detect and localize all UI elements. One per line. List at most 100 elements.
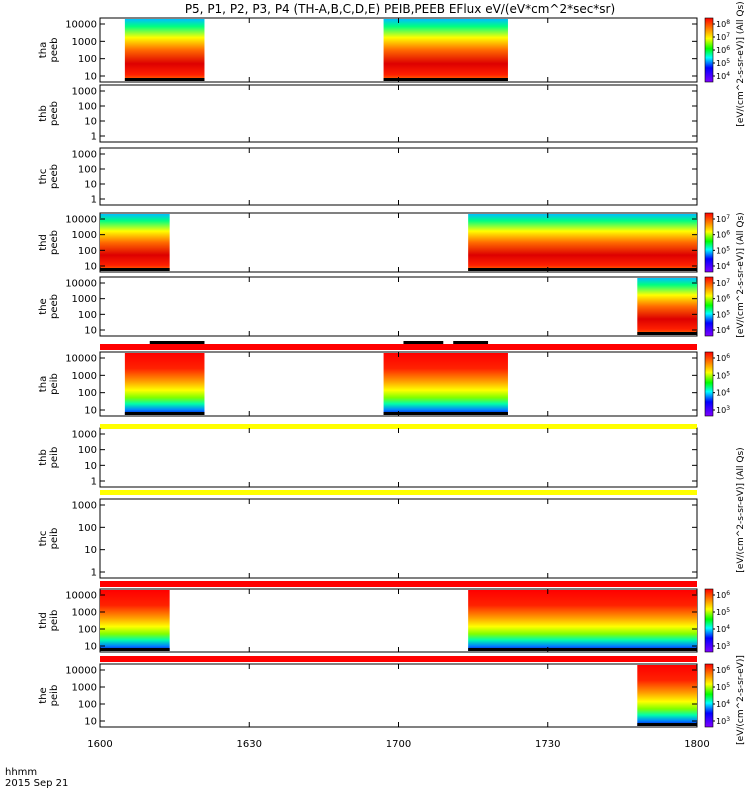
status-bar bbox=[100, 656, 697, 662]
spectrogram-block bbox=[100, 590, 170, 651]
colorbar-tick-label: 104 bbox=[716, 325, 730, 335]
colorbar-tick-label: 106 bbox=[716, 230, 730, 240]
colorbar-tick-label: 106 bbox=[716, 294, 730, 304]
y-tick-label: 100 bbox=[78, 246, 97, 257]
y-tick-label: 1 bbox=[91, 195, 97, 206]
y-tick-label: 100 bbox=[78, 310, 97, 321]
colorbar-tick-label: 106 bbox=[716, 665, 730, 675]
colorbar-tick-label: 105 bbox=[716, 607, 730, 617]
panel-frame bbox=[99, 276, 698, 337]
y-tick-label: 10 bbox=[84, 642, 97, 653]
colorbar-tick-label: 104 bbox=[716, 261, 730, 271]
y-axis-label: tha bbox=[38, 42, 49, 58]
x-tick-label: 1630 bbox=[237, 739, 262, 750]
y-tick-label: 1 bbox=[91, 132, 97, 143]
colorbar-tick-label: 103 bbox=[716, 716, 730, 726]
fill-band bbox=[124, 412, 205, 415]
colorbar-unit-label: [eV/(cm^2-s-sr-eV)] (All Qs) bbox=[736, 1, 746, 126]
colorbar-tick-label: 106 bbox=[716, 590, 730, 600]
colorbar-tick-label: 104 bbox=[716, 71, 730, 81]
colorbar-tick-label: 103 bbox=[716, 641, 730, 651]
spectrogram-block bbox=[383, 353, 508, 415]
colorbar-tick-label: 107 bbox=[716, 214, 730, 224]
y-tick-label: 10 bbox=[84, 180, 97, 191]
status-bar-fill bbox=[100, 490, 697, 495]
panel-frame bbox=[99, 427, 698, 488]
colorbar bbox=[704, 17, 714, 83]
y-axis-label: peib bbox=[49, 685, 60, 707]
y-axis-label: tha bbox=[38, 376, 49, 392]
status-mark bbox=[149, 341, 205, 344]
status-bar-fill bbox=[100, 581, 697, 587]
status-bar bbox=[100, 424, 697, 429]
panel-thc-peib: 1 10 100 1000 thc peib bbox=[38, 498, 698, 579]
spectrogram-block bbox=[100, 214, 170, 271]
status-mark bbox=[453, 341, 489, 344]
colorbar bbox=[704, 663, 714, 728]
colorbar-tick-label: 105 bbox=[716, 245, 730, 255]
panel-thd-peeb: 10 100 1000 10000 thd peeb 107 106 105 104 bbox=[38, 212, 730, 273]
panel-thb-peeb: 1 10 100 1000 thb peeb bbox=[38, 84, 698, 143]
x-tick-label: 1600 bbox=[87, 739, 112, 750]
y-tick-label: 10 bbox=[84, 72, 97, 83]
panel-the-peib: 10 100 1000 10000 the peib 106 105 104 103 bbox=[38, 663, 730, 728]
y-tick-label: 1000 bbox=[72, 608, 97, 619]
panel-thb-peib: 1 10 100 1000 thb peib bbox=[38, 427, 698, 488]
y-axis-label: thc bbox=[38, 169, 49, 185]
y-tick-label: 1 bbox=[91, 568, 97, 579]
y-tick-label: 1000 bbox=[72, 501, 97, 512]
fill-band bbox=[637, 332, 697, 335]
colorbar-tick-label: 103 bbox=[716, 405, 730, 415]
colorbar bbox=[704, 588, 714, 653]
y-tick-label: 1000 bbox=[72, 150, 97, 161]
y-tick-label: 10 bbox=[84, 717, 97, 728]
y-tick-label: 100 bbox=[78, 625, 97, 636]
panel-tha-peeb: 10 100 1000 10000 tha peeb 108 107 106 105 104 bbox=[38, 17, 730, 83]
colorbar-tick-label: 104 bbox=[716, 624, 730, 634]
status-bar bbox=[100, 341, 697, 350]
colorbar-tick-label: 105 bbox=[716, 370, 730, 380]
fill-band bbox=[468, 648, 697, 651]
status-bar bbox=[100, 581, 697, 587]
y-axis-label: peib bbox=[49, 610, 60, 632]
colorbar-tick-label: 106 bbox=[716, 353, 730, 363]
y-tick-label: 100 bbox=[78, 445, 97, 456]
y-tick-label: 1000 bbox=[72, 230, 97, 241]
y-axis-label: peib bbox=[49, 528, 60, 550]
y-tick-label: 10 bbox=[84, 461, 97, 472]
status-mark bbox=[403, 341, 444, 344]
spectrogram-block bbox=[124, 353, 205, 415]
y-tick-label: 1000 bbox=[72, 294, 97, 305]
panel-the-peeb: 10 100 1000 10000 the peeb 107 106 105 104 bbox=[38, 276, 730, 337]
y-tick-label: 1000 bbox=[72, 430, 97, 441]
y-tick-label: 1000 bbox=[72, 683, 97, 694]
colorbar-tick-label: 108 bbox=[716, 19, 730, 29]
y-axis-label: the bbox=[38, 298, 49, 314]
spectrogram-block bbox=[637, 665, 697, 726]
x-tick-label: 1800 bbox=[684, 739, 709, 750]
panel-frame bbox=[99, 498, 698, 579]
panel-frame bbox=[99, 663, 698, 728]
fill-band bbox=[383, 412, 508, 415]
y-tick-label: 100 bbox=[78, 700, 97, 711]
colorbar-tick-label: 107 bbox=[716, 32, 730, 42]
fill-band bbox=[468, 268, 697, 271]
panel-thd-peib: 10 100 1000 10000 thd peib 106 105 104 103 bbox=[38, 588, 730, 653]
colorbar-tick-label: 105 bbox=[716, 309, 730, 319]
y-axis-label: the bbox=[38, 687, 49, 703]
y-tick-label: 10000 bbox=[65, 279, 97, 290]
y-tick-label: 100 bbox=[78, 388, 97, 399]
y-tick-label: 10 bbox=[84, 117, 97, 128]
y-tick-label: 10000 bbox=[65, 666, 97, 677]
panel-tha-peib: 10 100 1000 10000 tha peib 106 105 104 103 bbox=[38, 351, 730, 417]
y-axis-label: thd bbox=[38, 612, 49, 629]
panel-frame bbox=[99, 147, 698, 206]
status-bar bbox=[100, 490, 697, 495]
spectrogram-block bbox=[637, 278, 697, 335]
y-tick-label: 1000 bbox=[72, 87, 97, 98]
y-tick-label: 100 bbox=[78, 165, 97, 176]
y-tick-label: 10000 bbox=[65, 20, 97, 31]
fill-band bbox=[637, 723, 697, 726]
status-bar-fill bbox=[100, 344, 697, 350]
